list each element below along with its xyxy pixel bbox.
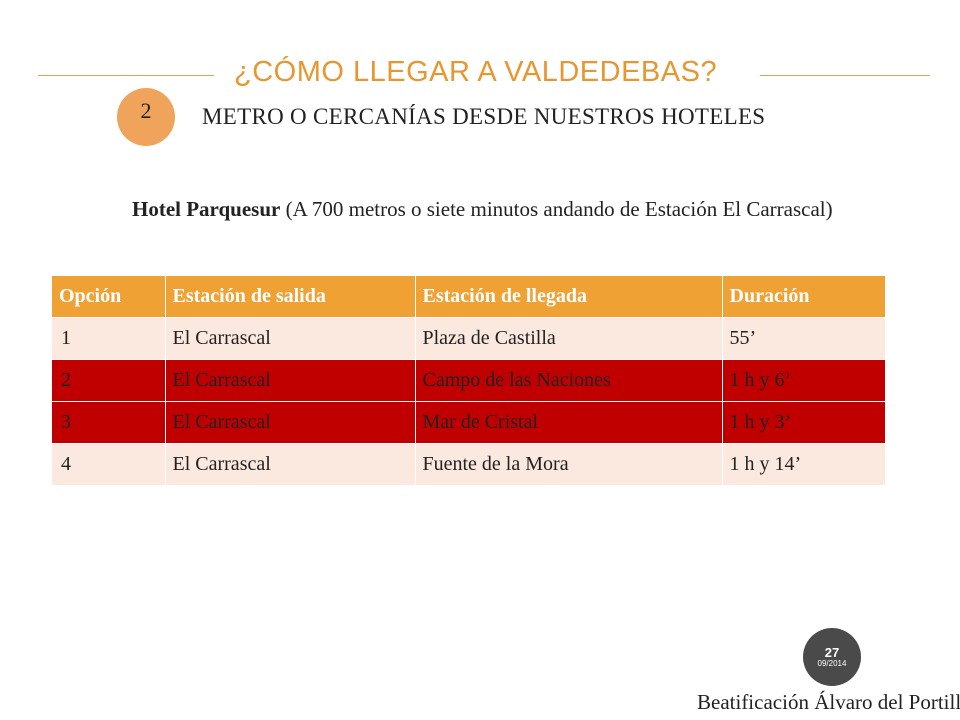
header-option: Opción (52, 276, 166, 318)
hotel-note: (A 700 metros o siete minutos andando de… (280, 197, 833, 221)
arrival-cell: Fuente de la Mora (415, 443, 723, 486)
date-month-year: 09/2014 (817, 658, 847, 668)
hotel-name: Hotel Parquesur (132, 197, 281, 221)
option-cell: 2 (52, 359, 166, 402)
table-row: 1 El Carrascal Plaza de Castilla 55’ (52, 317, 886, 360)
step-number-badge: 2 (117, 88, 175, 146)
hotel-description: Hotel Parquesur (A 700 metros o siete mi… (132, 194, 872, 224)
option-cell: 3 (52, 401, 166, 444)
option-cell: 4 (52, 443, 166, 486)
header-arrival-station: Estación de llegada (415, 276, 723, 318)
arrival-cell: Mar de Cristal (415, 401, 723, 444)
date-badge: 27 09/2014 (803, 628, 861, 686)
departure-cell: El Carrascal (165, 359, 416, 402)
title-divider-right (760, 75, 930, 76)
title-divider-left (38, 75, 214, 76)
duration-cell: 1 h y 3’ (722, 401, 886, 444)
slide-title: ¿CÓMO LLEGAR A VALDEDEBAS? (234, 56, 718, 88)
duration-cell: 1 h y 6’ (722, 359, 886, 402)
option-cell: 1 (52, 317, 166, 360)
slide-subtitle: METRO O CERCANÍAS DESDE NUESTROS HOTELES (202, 104, 766, 129)
footer-text: Beatificación Álvaro del Portillo (697, 690, 960, 714)
date-day: 27 (824, 644, 840, 660)
arrival-cell: Campo de las Naciones (415, 359, 723, 402)
header-duration: Duración (722, 276, 886, 318)
table-row: 4 El Carrascal Fuente de la Mora 1 h y 1… (52, 443, 886, 486)
duration-cell: 1 h y 14’ (722, 443, 886, 486)
step-number: 2 (140, 98, 152, 123)
table-row: 2 El Carrascal Campo de las Naciones 1 h… (52, 359, 886, 402)
title-row: ¿CÓMO LLEGAR A VALDEDEBAS? (38, 56, 930, 96)
duration-cell: 55’ (722, 317, 886, 360)
table-row: 3 El Carrascal Mar de Cristal 1 h y 3’ (52, 401, 886, 444)
table-header-row: Opción Estación de salida Estación de ll… (52, 276, 886, 318)
departure-cell: El Carrascal (165, 401, 416, 444)
departure-cell: El Carrascal (165, 443, 416, 486)
departure-cell: El Carrascal (165, 317, 416, 360)
arrival-cell: Plaza de Castilla (415, 317, 723, 360)
routes-table: Opción Estación de salida Estación de ll… (52, 276, 886, 486)
header-departure-station: Estación de salida (165, 276, 416, 318)
